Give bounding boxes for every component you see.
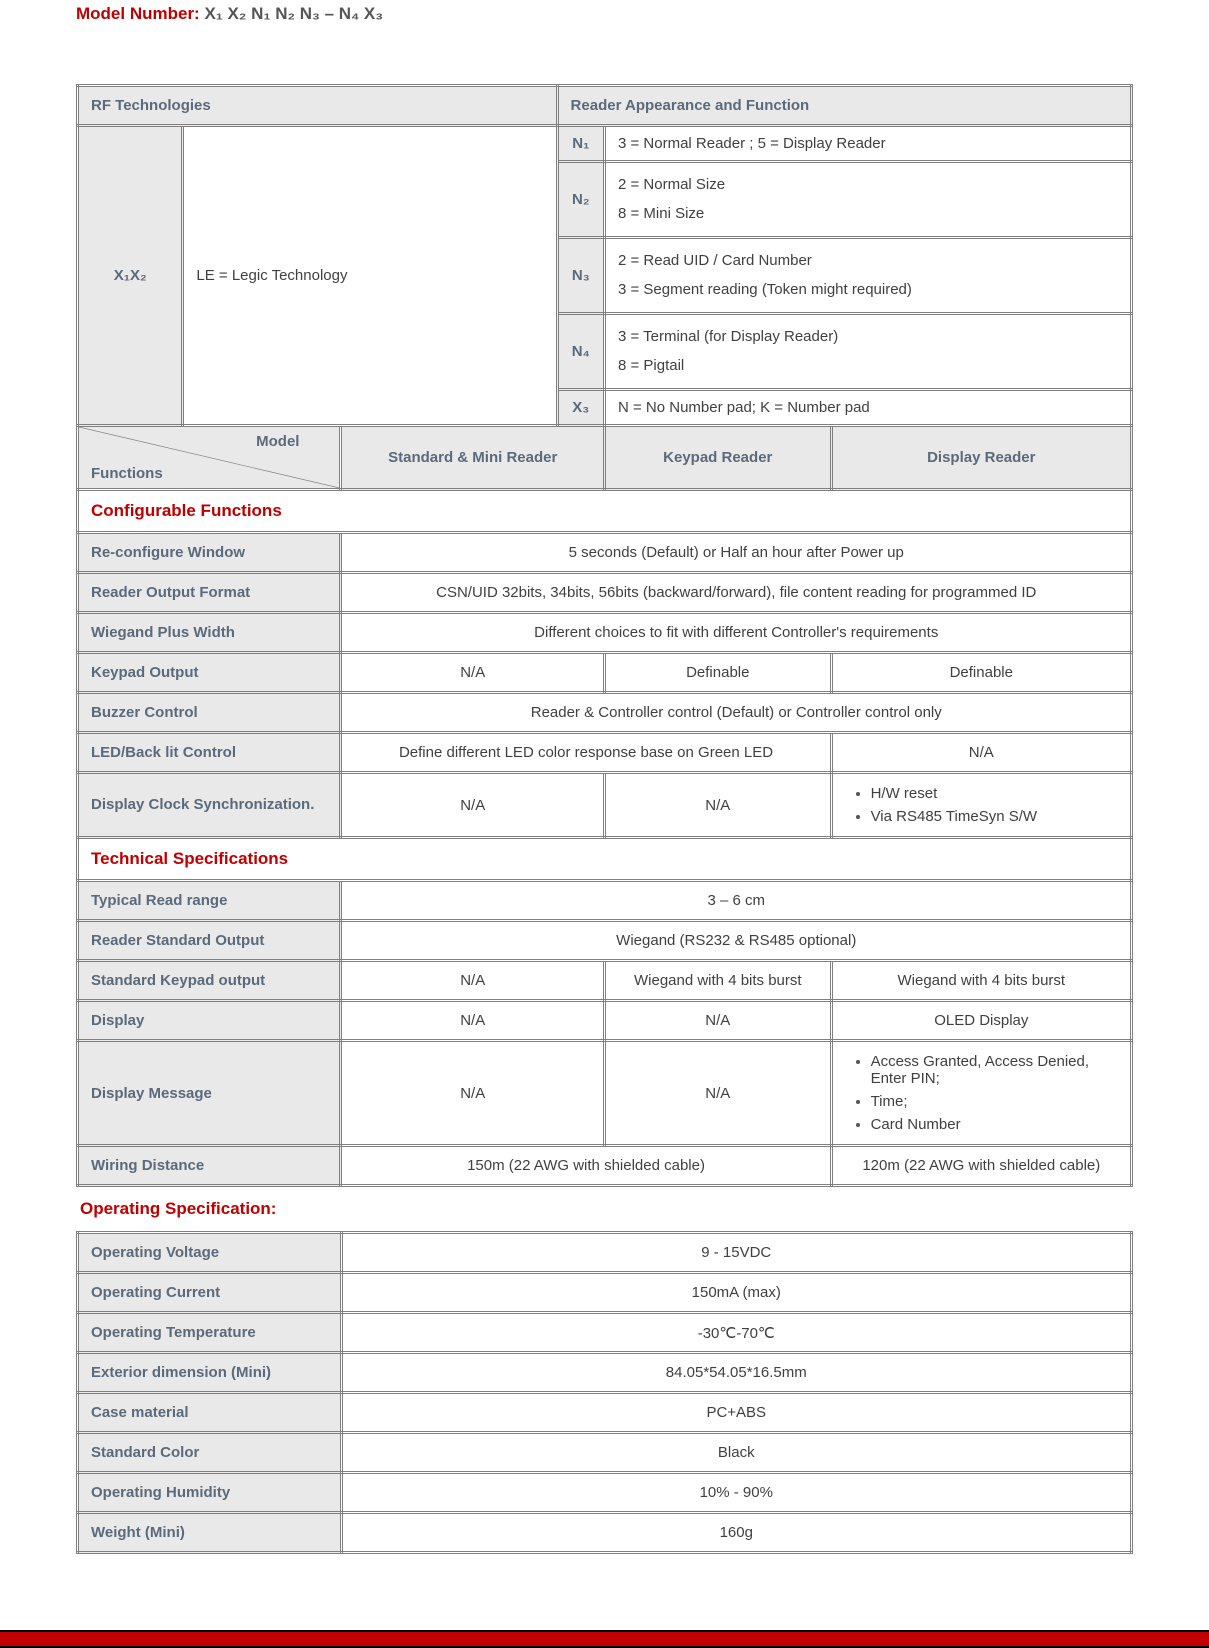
tech-2-c1: N/A xyxy=(341,961,604,1001)
cfg-1-val: CSN/UID 32bits, 34bits, 56bits (backward… xyxy=(341,573,1132,613)
tech-4-c1: N/A xyxy=(341,1041,604,1146)
col-keypad: Keypad Reader xyxy=(604,426,831,490)
op-6-label: Operating Humidity xyxy=(78,1473,342,1513)
app-key-2: N₃ xyxy=(557,238,604,314)
tech-1-label: Reader Standard Output xyxy=(78,921,341,961)
bullet-item: Time; xyxy=(871,1090,1118,1113)
tech-2-c3: Wiegand with 4 bits burst xyxy=(831,961,1131,1001)
section-tech: Technical Specifications xyxy=(78,838,1132,881)
cfg-6-c2: N/A xyxy=(604,773,831,838)
cfg-2-val: Different choices to fit with different … xyxy=(341,613,1132,653)
op-0-label: Operating Voltage xyxy=(78,1233,342,1273)
op-4-val: PC+ABS xyxy=(341,1393,1132,1433)
op-0-val: 9 - 15VDC xyxy=(341,1233,1132,1273)
title-pattern: X₁ X₂ N₁ N₂ N₃ – N₄ X₃ xyxy=(204,4,383,23)
cfg-3-c3: Definable xyxy=(831,653,1131,693)
tech-5-label: Wiring Distance xyxy=(78,1146,341,1186)
bullet-item: Via RS485 TimeSyn S/W xyxy=(871,805,1118,828)
rf-val: LE = Legic Technology xyxy=(183,126,557,426)
cfg-6-label: Display Clock Synchronization. xyxy=(78,773,341,838)
op-spec-table: Operating Voltage 9 - 15VDC Operating Cu… xyxy=(76,1231,1133,1554)
op-4-label: Case material xyxy=(78,1393,342,1433)
app-val-3: 3 = Terminal (for Display Reader)8 = Pig… xyxy=(604,314,1131,390)
op-3-val: 84.05*54.05*16.5mm xyxy=(341,1353,1132,1393)
tech-4-c2: N/A xyxy=(604,1041,831,1146)
app-val-1: 2 = Normal Size8 = Mini Size xyxy=(604,162,1131,238)
op-7-label: Weight (Mini) xyxy=(78,1513,342,1553)
bullet-item: Card Number xyxy=(871,1113,1118,1136)
footer-bar xyxy=(0,1630,1209,1648)
app-val-0: 3 = Normal Reader ; 5 = Display Reader xyxy=(604,126,1131,162)
op-1-val: 150mA (max) xyxy=(341,1273,1132,1313)
tech-2-label: Standard Keypad output xyxy=(78,961,341,1001)
tech-4-label: Display Message xyxy=(78,1041,341,1146)
cfg-2-label: Wiegand Plus Width xyxy=(78,613,341,653)
tech-5-c3: 120m (22 AWG with shielded cable) xyxy=(831,1146,1131,1186)
diag-top: Model xyxy=(256,433,299,450)
tech-2-c2: Wiegand with 4 bits burst xyxy=(604,961,831,1001)
op-5-label: Standard Color xyxy=(78,1433,342,1473)
section-config: Configurable Functions xyxy=(78,490,1132,533)
op-6-val: 10% - 90% xyxy=(341,1473,1132,1513)
app-val-4: N = No Number pad; K = Number pad xyxy=(604,390,1131,426)
op-5-val: Black xyxy=(341,1433,1132,1473)
cfg-1-label: Reader Output Format xyxy=(78,573,341,613)
cfg-4-label: Buzzer Control xyxy=(78,693,341,733)
cfg-6-c3: H/W reset Via RS485 TimeSyn S/W xyxy=(831,773,1131,838)
hdr-reader-app: Reader Appearance and Function xyxy=(557,86,1131,126)
app-key-3: N₄ xyxy=(557,314,604,390)
cfg-6-c1: N/A xyxy=(341,773,604,838)
main-table: RF Technologies Reader Appearance and Fu… xyxy=(76,84,1133,1187)
tech-4-c3: Access Granted, Access Denied, Enter PIN… xyxy=(831,1041,1131,1146)
cfg-5-c12: Define different LED color response base… xyxy=(341,733,831,773)
tech-3-c2: N/A xyxy=(604,1001,831,1041)
tech-3-c1: N/A xyxy=(341,1001,604,1041)
title-label: Model Number: xyxy=(76,4,200,23)
op-2-val: -30℃-70℃ xyxy=(341,1313,1132,1353)
diag-header: Model Functions xyxy=(78,426,341,490)
app-key-4: X₃ xyxy=(557,390,604,426)
cfg-4-val: Reader & Controller control (Default) or… xyxy=(341,693,1132,733)
col-std: Standard & Mini Reader xyxy=(341,426,604,490)
hdr-rf-tech: RF Technologies xyxy=(78,86,558,126)
op-spec-heading: Operating Specification: xyxy=(76,1187,1133,1231)
app-val-2: 2 = Read UID / Card Number3 = Segment re… xyxy=(604,238,1131,314)
rf-key: X₁X₂ xyxy=(78,126,183,426)
op-3-label: Exterior dimension (Mini) xyxy=(78,1353,342,1393)
diag-bot: Functions xyxy=(91,465,163,482)
cfg-3-c2: Definable xyxy=(604,653,831,693)
cfg-3-label: Keypad Output xyxy=(78,653,341,693)
cfg-3-c1: N/A xyxy=(341,653,604,693)
op-7-val: 160g xyxy=(341,1513,1132,1553)
app-key-1: N₂ xyxy=(557,162,604,238)
page-title: Model Number: X₁ X₂ N₁ N₂ N₃ – N₄ X₃ xyxy=(76,0,1133,24)
tech-5-c12: 150m (22 AWG with shielded cable) xyxy=(341,1146,831,1186)
cfg-0-label: Re-configure Window xyxy=(78,533,341,573)
tech-0-val: 3 – 6 cm xyxy=(341,881,1132,921)
cfg-0-val: 5 seconds (Default) or Half an hour afte… xyxy=(341,533,1132,573)
bullet-item: Access Granted, Access Denied, Enter PIN… xyxy=(871,1050,1118,1090)
app-key-0: N₁ xyxy=(557,126,604,162)
cfg-5-label: LED/Back lit Control xyxy=(78,733,341,773)
tech-4-bullets: Access Granted, Access Denied, Enter PIN… xyxy=(845,1050,1118,1136)
bullet-item: H/W reset xyxy=(871,782,1118,805)
op-2-label: Operating Temperature xyxy=(78,1313,342,1353)
cfg-5-c3: N/A xyxy=(831,733,1131,773)
op-1-label: Operating Current xyxy=(78,1273,342,1313)
tech-3-label: Display xyxy=(78,1001,341,1041)
tech-0-label: Typical Read range xyxy=(78,881,341,921)
tech-1-val: Wiegand (RS232 & RS485 optional) xyxy=(341,921,1132,961)
col-display: Display Reader xyxy=(831,426,1131,490)
tech-3-c3: OLED Display xyxy=(831,1001,1131,1041)
cfg-6-bullets: H/W reset Via RS485 TimeSyn S/W xyxy=(845,782,1118,828)
